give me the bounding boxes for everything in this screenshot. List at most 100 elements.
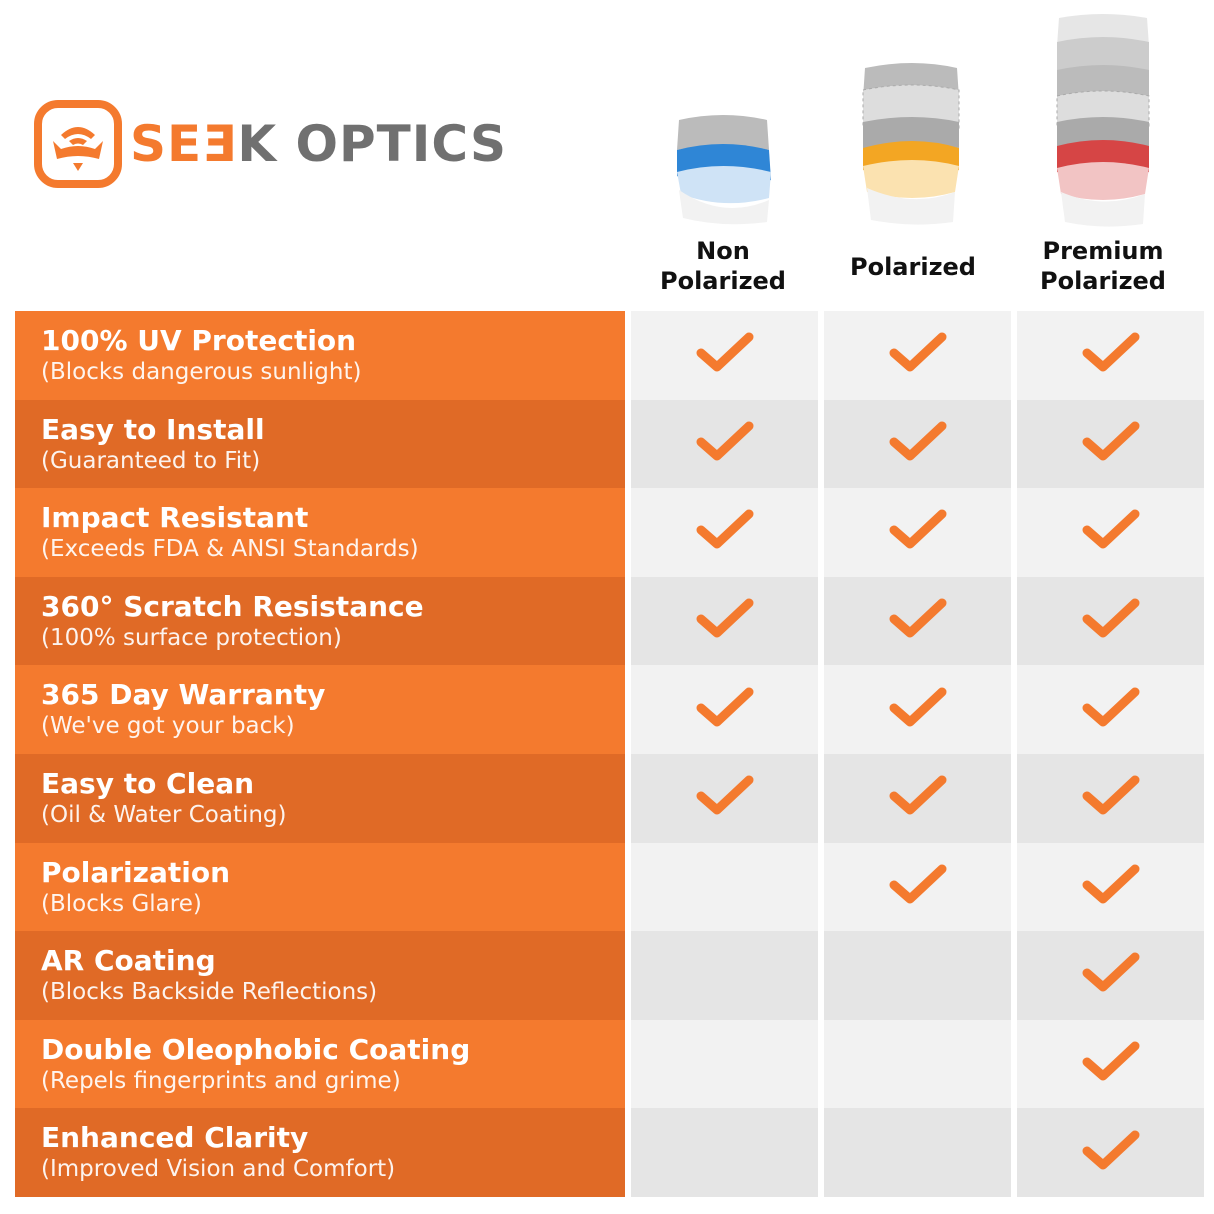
checkmark-icon	[1081, 418, 1141, 470]
feature-title: Polarization	[41, 855, 230, 889]
check-cell	[631, 842, 818, 932]
checkmark-icon	[888, 684, 948, 736]
goggles-logo-icon	[34, 100, 122, 188]
feature-subtitle: (Blocks dangerous sunlight)	[41, 359, 362, 385]
checkmark-icon	[1081, 506, 1141, 558]
check-cell	[824, 665, 1011, 754]
checkmark-icon	[888, 772, 948, 824]
check-cell	[824, 399, 1011, 489]
table-row: Easy to Install (Guaranteed to Fit)	[15, 399, 1204, 489]
check-cell	[631, 753, 818, 843]
checkmark-icon	[1081, 772, 1141, 824]
feature-title: Easy to Clean	[41, 766, 255, 800]
checkmark-icon	[888, 861, 948, 913]
comparison-table: 100% UV Protection (Blocks dangerous sunl…	[15, 311, 1204, 1197]
table-row: Easy to Clean (Oil & Water Coating)	[15, 753, 1204, 843]
table-row: Impact Resistant (Exceeds FDA & ANSI Stan…	[15, 488, 1204, 577]
column-label: Premium Polarized	[1040, 237, 1166, 295]
feature-subtitle: (Oil & Water Coating)	[41, 801, 287, 828]
check-cell	[1017, 931, 1204, 1020]
checkmark-icon	[695, 772, 755, 824]
feature-cell: Impact Resistant (Exceeds FDA & ANSI Stan…	[15, 488, 625, 577]
checkmark-icon	[695, 329, 755, 381]
check-cell	[1017, 311, 1204, 400]
check-cell	[824, 931, 1011, 1020]
check-cell	[824, 1019, 1011, 1109]
feature-title: 365 Day Warranty	[41, 678, 326, 712]
check-cell	[824, 576, 1011, 666]
check-cell	[631, 1019, 818, 1109]
feature-title: 360° Scratch Resistance	[41, 589, 424, 623]
feature-cell: Easy to Install (Guaranteed to Fit)	[15, 399, 625, 489]
checkmark-icon	[695, 506, 755, 558]
table-row: AR Coating (Blocks Backside Reflections)	[15, 931, 1204, 1020]
check-cell	[1017, 1019, 1204, 1109]
feature-cell: 365 Day Warranty (We've got your back)	[15, 665, 625, 754]
check-cell	[631, 931, 818, 1020]
check-cell	[824, 311, 1011, 400]
checkmark-icon	[1081, 684, 1141, 736]
check-cell	[824, 842, 1011, 932]
table-row: 365 Day Warranty (We've got your back)	[15, 665, 1204, 754]
checkmark-icon	[695, 418, 755, 470]
non-polarized-lens-icon	[677, 115, 771, 225]
feature-title: Easy to Install	[41, 412, 265, 446]
check-cell	[1017, 842, 1204, 932]
table-row: 100% UV Protection (Blocks dangerous sunl…	[15, 311, 1204, 400]
feature-cell: Polarization (Blocks Glare)	[15, 842, 625, 932]
feature-title: Double Oleophobic Coating	[41, 1032, 471, 1066]
check-cell	[631, 576, 818, 666]
checkmark-icon	[1081, 595, 1141, 647]
feature-title: Enhanced Clarity	[41, 1121, 309, 1155]
check-cell	[631, 488, 818, 577]
polarized-lens-icon	[862, 63, 960, 225]
checkmark-icon	[1081, 861, 1141, 913]
check-cell	[631, 399, 818, 489]
premium-polarized-lens-icon	[1056, 14, 1150, 227]
checkmark-icon	[888, 595, 948, 647]
checkmark-icon	[695, 684, 755, 736]
check-cell	[1017, 399, 1204, 489]
brand-name: K OPTICS	[237, 115, 507, 173]
check-cell	[631, 1108, 818, 1197]
feature-cell: Easy to Clean (Oil & Water Coating)	[15, 753, 625, 843]
feature-cell: Enhanced Clarity (Improved Vision and Com…	[15, 1108, 625, 1197]
check-cell	[824, 753, 1011, 843]
checkmark-icon	[1081, 1127, 1141, 1179]
check-cell	[1017, 488, 1204, 577]
check-cell	[824, 1108, 1011, 1197]
feature-subtitle: (Blocks Backside Reflections)	[41, 979, 378, 1006]
feature-subtitle: (Exceeds FDA & ANSI Standards)	[41, 536, 419, 563]
column-label: Non Polarized	[660, 237, 786, 295]
feature-subtitle: (Repels fingerprints and grime)	[41, 1067, 401, 1094]
table-row: Double Oleophobic Coating (Repels fingerp…	[15, 1019, 1204, 1109]
feature-title: AR Coating	[41, 944, 216, 978]
feature-subtitle: (We've got your back)	[41, 713, 295, 740]
checkmark-icon	[888, 418, 948, 470]
check-cell	[1017, 665, 1204, 754]
checkmark-icon	[888, 506, 948, 558]
checkmark-icon	[695, 595, 755, 647]
feature-cell: 360° Scratch Resistance (100% surface pro…	[15, 576, 625, 666]
check-cell	[631, 665, 818, 754]
feature-subtitle: (Improved Vision and Comfort)	[41, 1156, 396, 1183]
check-cell	[1017, 576, 1204, 666]
table-row: Polarization (Blocks Glare)	[15, 842, 1204, 932]
feature-cell: 100% UV Protection (Blocks dangerous sunl…	[15, 311, 625, 400]
check-cell	[1017, 753, 1204, 843]
table-row: 360° Scratch Resistance (100% surface pro…	[15, 576, 1204, 666]
check-cell	[631, 311, 818, 400]
feature-cell: Double Oleophobic Coating (Repels fingerp…	[15, 1019, 625, 1109]
brand-logo: SEƎK OPTICS	[34, 100, 507, 188]
feature-subtitle: (Blocks Glare)	[41, 890, 202, 917]
checkmark-icon	[888, 329, 948, 381]
brand-name-accent: SEƎ	[130, 115, 238, 173]
checkmark-icon	[1081, 1038, 1141, 1090]
feature-subtitle: (100% surface protection)	[41, 624, 342, 651]
feature-subtitle: (Guaranteed to Fit)	[41, 447, 261, 474]
table-row: Enhanced Clarity (Improved Vision and Com…	[15, 1108, 1204, 1197]
check-cell	[1017, 1108, 1204, 1197]
checkmark-icon	[1081, 329, 1141, 381]
feature-title: 100% UV Protection	[41, 324, 357, 357]
check-cell	[824, 488, 1011, 577]
